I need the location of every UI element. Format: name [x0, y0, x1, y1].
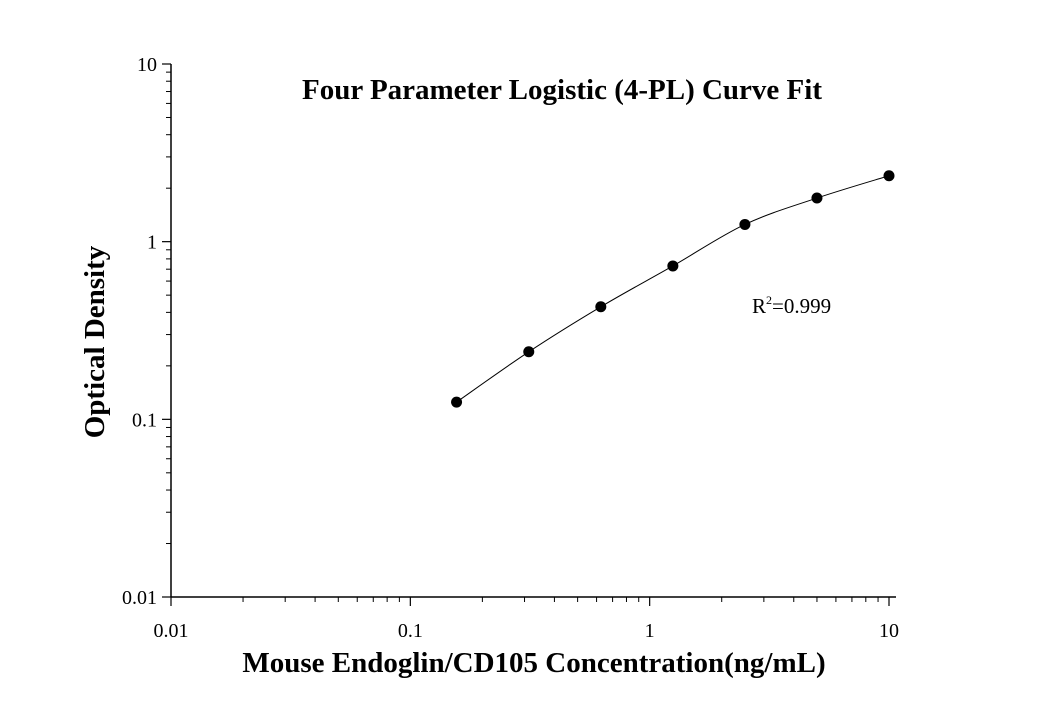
axes: 0.01 0.1 1 10 0.01 0.1 1 10 [122, 54, 899, 642]
y-tick-label: 0.1 [132, 409, 157, 431]
data-point [883, 170, 895, 182]
fit-curve [456, 175, 890, 403]
x-tick-label: 10 [879, 620, 899, 642]
data-point [595, 301, 607, 313]
y-axis-label: Optical Density [79, 245, 111, 438]
x-tick-label: 0.1 [398, 620, 423, 642]
data-point [451, 396, 463, 408]
y-tick-label: 10 [137, 54, 157, 76]
data-point [667, 260, 679, 272]
y-tick-label: 1 [147, 232, 157, 254]
x-axis-label: Mouse Endoglin/CD105 Concentration(ng/mL… [242, 647, 825, 679]
r-squared-superscript: 2 [766, 293, 772, 307]
y-tick-label: 0.01 [122, 587, 157, 609]
data-point [739, 218, 751, 230]
data-point [523, 346, 535, 358]
r-squared-value: =0.999 [772, 294, 831, 318]
x-tick-label: 1 [645, 620, 655, 642]
r-squared-base: R [752, 294, 766, 318]
r-squared-annotation: R2=0.999 [752, 293, 831, 318]
data-layer [451, 170, 895, 408]
chart-title: Four Parameter Logistic (4-PL) Curve Fit [302, 74, 822, 106]
x-tick-label: 0.01 [154, 620, 189, 642]
data-point [811, 192, 823, 204]
